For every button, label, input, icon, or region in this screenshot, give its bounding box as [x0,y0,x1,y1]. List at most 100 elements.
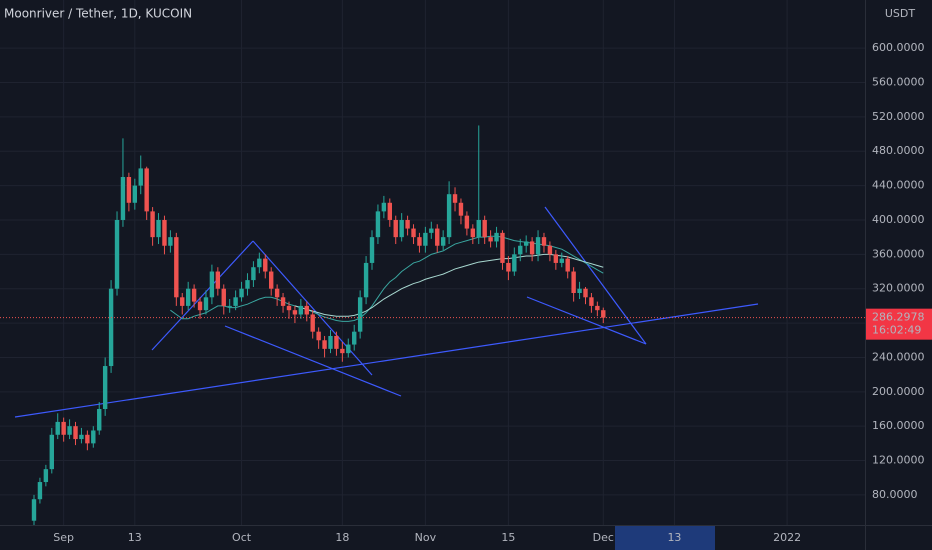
candle-body [553,254,559,263]
candle-body [583,288,588,298]
candle-body [91,430,96,444]
candle-body [417,237,422,246]
candle-body [601,310,606,318]
candle-body [239,288,244,298]
candle-body [257,258,262,268]
candle-body [73,426,78,440]
candle-body [269,271,274,289]
candle-body [304,305,309,315]
candle-body [322,340,327,349]
candle-body [55,421,60,435]
candle-body [316,331,321,341]
candle-body [328,335,333,349]
candle-body [381,202,387,212]
x-tick-label: 15 [501,531,515,544]
last-price-label: 286.2978 [872,311,925,324]
candle-body [102,366,108,410]
candle-body [43,469,49,483]
x-tick-label: Oct [232,531,252,544]
trend-lines [14,206,759,418]
x-tick-label: Nov [415,531,437,544]
candle-body [494,232,499,242]
y-tick-label: 440.0000 [872,179,925,192]
y-tick-label: 560.0000 [872,75,925,88]
trend-line [526,296,647,345]
candle-body [535,237,541,255]
y-tick-label: 520.0000 [872,110,925,123]
y-tick-label: 120.0000 [872,454,925,467]
candle-body [405,219,410,229]
candle-body [162,219,167,246]
trend-line [252,240,373,376]
x-tick-label: 13 [128,531,142,544]
candle-body [387,202,392,220]
candle-body [221,288,226,306]
last-price-box [866,308,932,340]
candle-body [67,426,72,435]
candle-body [185,288,191,306]
candle-body [488,237,493,242]
y-tick-label: 360.0000 [872,247,925,260]
y-tick-label: 600.0000 [872,41,925,54]
currency-label: USDT [885,7,916,20]
x-tick-label: 13 [667,531,681,544]
candle-body [126,177,132,203]
candle-body [251,267,256,281]
candle-body [191,288,197,302]
candle-body [482,219,487,238]
candle-body [156,219,161,238]
candle-body [174,237,179,298]
candle-body [393,219,398,238]
candle-body [334,335,339,349]
candle-body [108,288,114,367]
candle-body [411,228,416,238]
moving-average [294,253,604,317]
candle-body [340,348,345,354]
candle-body [369,237,375,263]
candle-body [559,258,564,263]
candle-body [523,241,529,246]
candle-body [512,254,517,272]
candle-body [363,262,369,298]
candle-body [227,305,232,307]
candle-body [423,232,428,246]
candle-body [292,310,298,315]
candle-body [506,262,511,272]
candle-body [215,271,221,289]
candle-body [85,434,90,444]
trend-line [14,303,759,418]
chart-title: Moonriver / Tether, 1D, KUCOIN [4,7,192,21]
candle-body [209,271,215,298]
candle-body [79,434,84,440]
candle-body [132,185,138,203]
candle-body [435,228,440,246]
countdown-label: 16:02:49 [872,324,921,337]
trend-line [151,240,254,351]
candle-body [138,168,143,186]
y-tick-label: 480.0000 [872,144,925,157]
candle-body [120,177,126,220]
candle-body [595,305,600,311]
candle-body [150,211,155,238]
y-tick-label: 80.0000 [872,488,918,501]
y-tick-label: 400.0000 [872,213,925,226]
candle-body [529,241,535,255]
candle-body [440,237,446,246]
candle-body [197,301,203,311]
trend-line [224,325,402,397]
candle-body [571,271,576,294]
candle-body [168,237,173,246]
x-tick-label: Dec [593,531,614,544]
candle-body [458,202,464,216]
candle-body [500,232,505,263]
y-tick-label: 320.0000 [872,282,925,295]
grid [0,0,865,525]
candle-body [280,297,286,306]
candle-body [429,228,434,233]
candle-body [144,168,149,212]
candle-body [518,245,523,255]
x-tick-label: 2022 [773,531,801,544]
candle-body [286,305,292,311]
candle-body [97,409,102,431]
candle-body [233,297,238,306]
